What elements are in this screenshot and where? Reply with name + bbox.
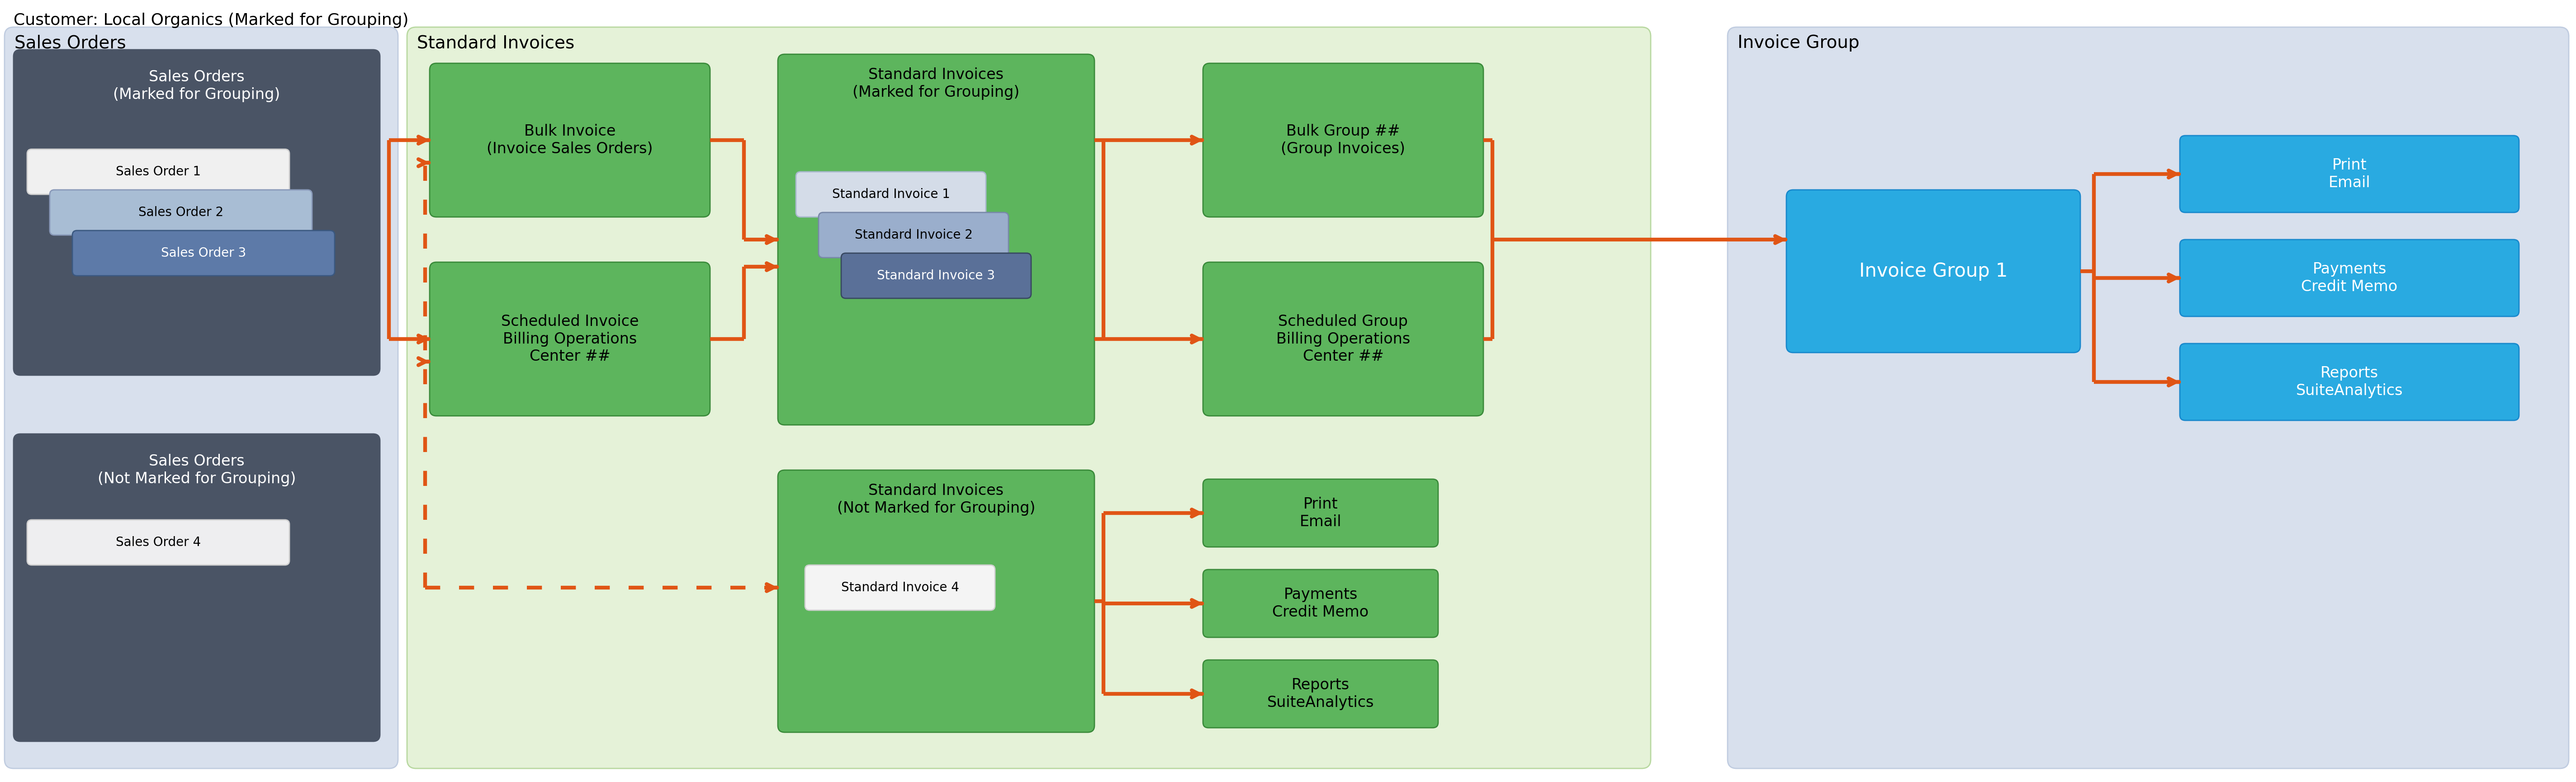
FancyBboxPatch shape: [842, 253, 1030, 299]
Text: Payments
Credit Memo: Payments Credit Memo: [1273, 587, 1368, 619]
FancyBboxPatch shape: [407, 27, 1651, 769]
Text: Customer: Local Organics (Marked for Grouping): Customer: Local Organics (Marked for Gro…: [13, 13, 410, 28]
FancyBboxPatch shape: [1203, 63, 1484, 217]
FancyBboxPatch shape: [72, 231, 335, 276]
FancyBboxPatch shape: [430, 262, 711, 416]
Text: Standard Invoice 2: Standard Invoice 2: [855, 228, 974, 242]
Text: Sales Order 4: Sales Order 4: [116, 536, 201, 549]
FancyBboxPatch shape: [2179, 135, 2519, 213]
Text: Standard Invoices: Standard Invoices: [417, 34, 574, 52]
Text: Sales Order 3: Sales Order 3: [160, 247, 247, 260]
Text: Standard Invoice 3: Standard Invoice 3: [878, 270, 994, 282]
FancyBboxPatch shape: [819, 213, 1010, 257]
FancyBboxPatch shape: [49, 190, 312, 235]
Text: Print
Email: Print Email: [2329, 158, 2370, 190]
FancyBboxPatch shape: [778, 470, 1095, 732]
Text: Reports
SuiteAnalytics: Reports SuiteAnalytics: [1267, 678, 1373, 710]
FancyBboxPatch shape: [804, 565, 994, 610]
FancyBboxPatch shape: [1203, 569, 1437, 637]
FancyBboxPatch shape: [13, 50, 379, 375]
Text: Bulk Group ##
(Group Invoices): Bulk Group ## (Group Invoices): [1280, 124, 1406, 156]
Text: Bulk Invoice
(Invoice Sales Orders): Bulk Invoice (Invoice Sales Orders): [487, 124, 652, 156]
Text: Invoice Group 1: Invoice Group 1: [1860, 262, 2007, 281]
Text: Sales Orders: Sales Orders: [15, 34, 126, 52]
Text: Standard Invoices
(Marked for Grouping): Standard Invoices (Marked for Grouping): [853, 67, 1020, 100]
Text: Scheduled Invoice
Billing Operations
Center ##: Scheduled Invoice Billing Operations Cen…: [500, 314, 639, 364]
FancyBboxPatch shape: [1785, 190, 2081, 353]
FancyBboxPatch shape: [1203, 262, 1484, 416]
Text: Sales Order 2: Sales Order 2: [139, 206, 224, 219]
Text: Standard Invoice 4: Standard Invoice 4: [840, 581, 958, 594]
Text: Invoice Group: Invoice Group: [1739, 34, 1860, 52]
Text: Payments
Credit Memo: Payments Credit Memo: [2300, 262, 2398, 294]
Text: Scheduled Group
Billing Operations
Center ##: Scheduled Group Billing Operations Cente…: [1275, 314, 1409, 364]
FancyBboxPatch shape: [28, 520, 289, 565]
Text: Standard Invoices
(Not Marked for Grouping): Standard Invoices (Not Marked for Groupi…: [837, 483, 1036, 515]
Text: Sales Order 1: Sales Order 1: [116, 166, 201, 178]
FancyBboxPatch shape: [1203, 479, 1437, 547]
Text: Reports
SuiteAnalytics: Reports SuiteAnalytics: [2295, 366, 2403, 398]
Text: Print
Email: Print Email: [1301, 497, 1342, 529]
Text: Standard Invoice 1: Standard Invoice 1: [832, 188, 951, 201]
FancyBboxPatch shape: [430, 63, 711, 217]
FancyBboxPatch shape: [5, 27, 397, 769]
FancyBboxPatch shape: [1203, 660, 1437, 728]
FancyBboxPatch shape: [2179, 343, 2519, 421]
FancyBboxPatch shape: [28, 149, 289, 195]
FancyBboxPatch shape: [778, 54, 1095, 425]
FancyBboxPatch shape: [2179, 239, 2519, 317]
FancyBboxPatch shape: [13, 434, 379, 741]
Text: Sales Orders
(Not Marked for Grouping): Sales Orders (Not Marked for Grouping): [98, 454, 296, 486]
FancyBboxPatch shape: [796, 172, 987, 217]
FancyBboxPatch shape: [1728, 27, 2568, 769]
Text: Sales Orders
(Marked for Grouping): Sales Orders (Marked for Grouping): [113, 70, 281, 102]
